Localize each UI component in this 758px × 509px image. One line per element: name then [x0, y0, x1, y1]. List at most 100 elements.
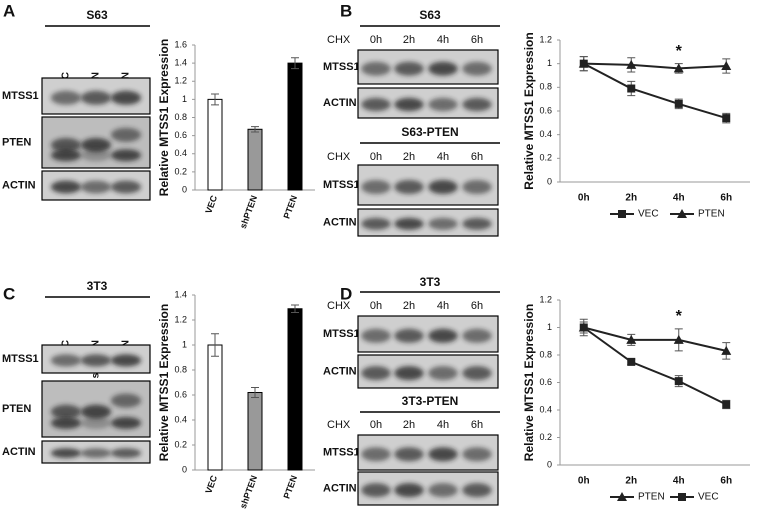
error-bar — [251, 387, 259, 398]
band — [110, 180, 142, 194]
band — [80, 90, 112, 105]
x-tick-label: PTEN — [282, 194, 300, 220]
y-tick-label: 1.2 — [539, 34, 552, 44]
legend-marker — [618, 210, 626, 218]
row-label: ACTIN — [323, 97, 357, 109]
bar — [247, 128, 263, 191]
treatment-label: CHX — [327, 151, 351, 163]
annotation: * — [676, 43, 683, 60]
panel-label: A — [3, 1, 15, 20]
y-tick-label: 0.2 — [174, 166, 187, 176]
line — [583, 326, 727, 352]
band — [361, 180, 391, 194]
treatment-label: CHX — [327, 34, 351, 46]
band — [361, 447, 391, 462]
band — [50, 404, 82, 419]
bar — [247, 392, 263, 471]
y-axis-label: Relative MTSS1 Expression — [157, 39, 171, 196]
row-label: MTSS1 — [323, 328, 360, 340]
panel-label: B — [340, 1, 352, 20]
y-tick-label: 0.8 — [174, 364, 187, 374]
x-tick-label: shPTEN — [238, 474, 259, 509]
error-bar — [291, 304, 299, 313]
band — [462, 180, 492, 194]
y-tick-label: 0.6 — [174, 389, 187, 399]
bar — [207, 344, 223, 471]
lane-label: 2h — [403, 34, 415, 46]
lane-label: 6h — [471, 34, 483, 46]
x-tick-label: VEC — [203, 194, 219, 215]
row-label: ACTIN — [323, 365, 357, 377]
band — [50, 180, 82, 194]
y-tick-label: 0.8 — [174, 112, 187, 122]
band — [110, 90, 142, 105]
band — [428, 483, 458, 498]
row-label: PTEN — [2, 403, 31, 415]
band — [110, 149, 142, 162]
legend-marker — [678, 493, 686, 501]
marker — [674, 99, 683, 108]
band — [428, 366, 458, 381]
lane-label: 4h — [437, 419, 449, 431]
band — [462, 328, 492, 343]
band — [361, 366, 391, 381]
row-label: ACTIN — [323, 482, 357, 494]
band — [394, 180, 424, 194]
bar — [287, 308, 303, 471]
y-tick-label: 1.2 — [539, 294, 552, 304]
band — [428, 180, 458, 194]
band — [50, 138, 82, 153]
lane-label: 6h — [471, 151, 483, 163]
row-label: ACTIN — [2, 179, 36, 191]
marker — [579, 323, 588, 332]
x-tick-label: 4h — [673, 193, 685, 204]
x-tick-label: PTEN — [282, 474, 300, 500]
blot-title: S63 — [419, 8, 441, 22]
row-label: MTSS1 — [323, 446, 360, 458]
error-bar — [211, 93, 219, 106]
x-tick-label: 0h — [578, 193, 590, 204]
blot-title: 3T3-PTEN — [402, 394, 459, 408]
lane-label: 0h — [370, 419, 382, 431]
band — [110, 393, 142, 408]
row-label: MTSS1 — [2, 90, 39, 102]
band — [80, 149, 112, 162]
legend-marker — [677, 209, 687, 218]
y-tick-label: 0.4 — [174, 414, 187, 424]
legend-label: VEC — [638, 209, 659, 220]
y-tick-label: 0 — [182, 184, 187, 194]
panel-label: D — [340, 284, 352, 303]
band — [394, 366, 424, 381]
lane-label: 0h — [370, 34, 382, 46]
band — [50, 354, 82, 367]
y-tick-label: 0.6 — [539, 377, 552, 387]
band — [428, 61, 458, 76]
y-tick-label: 0.4 — [539, 129, 552, 139]
bar — [287, 62, 303, 191]
band — [80, 138, 112, 153]
x-tick-label: 4h — [673, 476, 685, 487]
row-label: MTSS1 — [2, 353, 39, 365]
y-tick-label: 1 — [182, 94, 187, 104]
band — [428, 97, 458, 112]
treatment-label: CHX — [327, 419, 351, 431]
band — [80, 417, 112, 429]
band — [80, 354, 112, 367]
band — [462, 447, 492, 462]
y-axis-label: Relative MTSS1 Expression — [522, 304, 536, 461]
band — [50, 90, 82, 105]
marker — [674, 377, 683, 386]
marker — [721, 61, 732, 71]
band — [394, 447, 424, 462]
band — [462, 61, 492, 76]
treatment-label: CHX — [327, 300, 351, 312]
band — [110, 448, 142, 458]
y-tick-label: 0.2 — [174, 439, 187, 449]
x-tick-label: VEC — [203, 474, 219, 495]
band — [428, 447, 458, 462]
y-tick-label: 0 — [182, 464, 187, 474]
row-label: MTSS1 — [323, 61, 360, 73]
row-label: ACTIN — [2, 446, 36, 458]
panel-label: C — [3, 284, 15, 303]
y-tick-label: 0.6 — [174, 130, 187, 140]
